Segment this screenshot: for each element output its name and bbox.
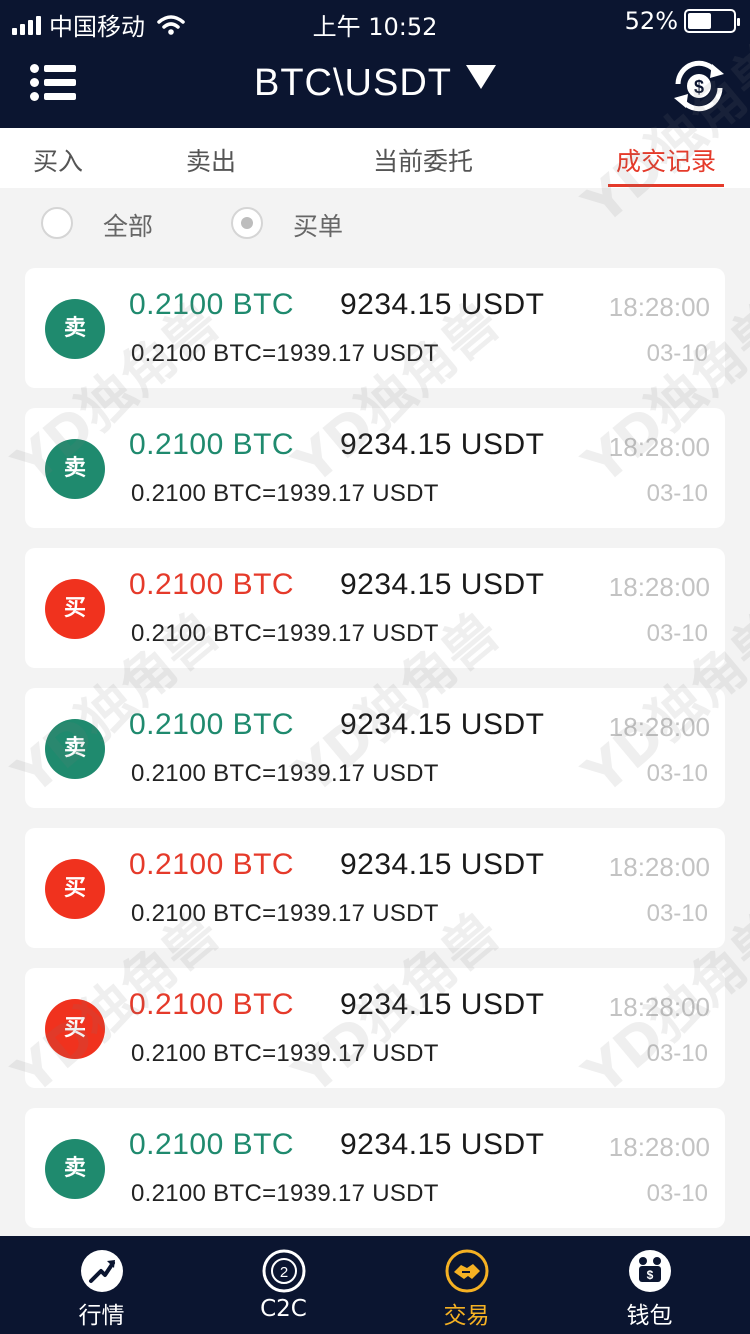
c2c-icon: 2 [262,1249,306,1293]
menu-icon[interactable] [30,63,78,104]
trade-date: 03-10 [646,760,708,787]
wifi-icon [157,14,185,35]
trade-price: 0.2100 BTC=1939.17 USDT [131,760,439,787]
side-badge: 卖 [45,719,105,779]
side-badge: 买 [45,859,105,919]
trade-date: 03-10 [646,1180,708,1207]
pair-selector[interactable]: BTC\USDT [0,62,750,105]
nav-trade-label: 交易 [443,1303,490,1329]
nav-wallet[interactable]: $ 钱包 [556,1236,743,1334]
handshake-icon [445,1249,489,1293]
trade-time: 18:28:00 [608,852,710,882]
trade-total: 9234.15 USDT [340,288,545,321]
filter-buy-radio[interactable] [231,207,263,239]
trade-card[interactable]: 买 0.2100 BTC 9234.15 USDT 18:28:00 0.2100 BT… [25,548,725,668]
side-badge: 卖 [45,1139,105,1199]
side-badge: 卖 [45,299,105,359]
trade-card[interactable]: 卖 0.2100 BTC 9234.15 USDT 18:28:00 0.2100 BT… [25,1108,725,1228]
tab-open-orders[interactable]: 当前委托 [373,147,474,176]
trade-time: 18:28:00 [608,432,710,462]
trade-card[interactable]: 卖 0.2100 BTC 9234.15 USDT 18:28:00 0.2100 BT… [25,268,725,388]
active-tab-indicator [608,184,724,187]
trade-total: 9234.15 USDT [340,848,545,881]
svg-text:2: 2 [280,1264,288,1281]
trade-amount: 0.2100 BTC [129,1128,295,1161]
wallet-icon: $ [629,1250,671,1292]
nav-c2c[interactable]: 2 C2C [190,1236,377,1334]
tab-trade-history[interactable]: 成交记录 [616,147,717,176]
trade-date: 03-10 [646,620,708,647]
status-bar: 中国移动 上午 10:52 52% [0,0,750,41]
trade-card[interactable]: 卖 0.2100 BTC 9234.15 USDT 18:28:00 0.2100 BT… [25,688,725,808]
side-badge: 卖 [45,439,105,499]
market-chart-icon [81,1250,123,1292]
caret-down-icon [466,65,496,89]
trade-amount: 0.2100 BTC [129,708,295,741]
signal-strength-icon [12,15,41,35]
trade-amount: 0.2100 BTC [129,568,295,601]
trade-date: 03-10 [646,480,708,507]
trade-price: 0.2100 BTC=1939.17 USDT [131,480,439,507]
trade-date: 03-10 [646,1040,708,1067]
trade-price: 0.2100 BTC=1939.17 USDT [131,900,439,927]
trade-total: 9234.15 USDT [340,568,545,601]
top-bar: 中国移动 上午 10:52 52% BTC\USDT [0,0,750,128]
tab-buy[interactable]: 买入 [33,147,84,176]
battery-percent: 52% [624,7,678,35]
status-time: 上午 10:52 [312,13,438,41]
trade-amount: 0.2100 BTC [129,988,295,1021]
nav-wallet-label: 钱包 [626,1303,673,1329]
trade-price: 0.2100 BTC=1939.17 USDT [131,1180,439,1207]
filter-all-radio[interactable] [41,207,73,239]
trade-amount: 0.2100 BTC [129,848,295,881]
header: BTC\USDT $ [0,40,750,128]
trade-price: 0.2100 BTC=1939.17 USDT [131,340,439,367]
nav-trade[interactable]: 交易 [373,1236,560,1334]
trade-date: 03-10 [646,900,708,927]
trade-time: 18:28:00 [608,1132,710,1162]
trade-date: 03-10 [646,340,708,367]
tab-sell[interactable]: 卖出 [186,147,237,176]
trade-total: 9234.15 USDT [340,708,545,741]
trade-total: 9234.15 USDT [340,428,545,461]
nav-c2c-label: C2C [260,1296,307,1322]
svg-text:$: $ [694,77,704,97]
trade-amount: 0.2100 BTC [129,288,295,321]
trade-price: 0.2100 BTC=1939.17 USDT [131,620,439,647]
filter-all-label[interactable]: 全部 [103,212,154,241]
nav-market-label: 行情 [78,1303,125,1329]
trade-price: 0.2100 BTC=1939.17 USDT [131,1040,439,1067]
trade-total: 9234.15 USDT [340,988,545,1021]
side-badge: 买 [45,999,105,1059]
tab-bar: 买入 卖出 当前委托 成交记录 [0,128,750,188]
trade-time: 18:28:00 [608,292,710,322]
trade-time: 18:28:00 [608,712,710,742]
nav-market[interactable]: 行情 [8,1236,195,1334]
battery-icon [684,9,740,33]
carrier-name: 中国移动 [49,13,145,41]
trade-time: 18:28:00 [608,572,710,602]
currency-exchange-icon[interactable]: $ [668,58,730,114]
trade-card[interactable]: 买 0.2100 BTC 9234.15 USDT 18:28:00 0.2100 BT… [25,968,725,1088]
trade-amount: 0.2100 BTC [129,428,295,461]
bottom-nav: 行情 2 C2C 交易 $ 钱包 [0,1236,750,1334]
trade-total: 9234.15 USDT [340,1128,545,1161]
filter-bar: 全部 买单 [0,188,750,258]
trade-card[interactable]: 买 0.2100 BTC 9234.15 USDT 18:28:00 0.2100 BT… [25,828,725,948]
pair-title: BTC\USDT [254,62,452,104]
filter-buy-label[interactable]: 买单 [293,212,344,241]
trade-time: 18:28:00 [608,992,710,1022]
side-badge: 买 [45,579,105,639]
trade-card[interactable]: 卖 0.2100 BTC 9234.15 USDT 18:28:00 0.2100 BT… [25,408,725,528]
svg-text:$: $ [647,1268,654,1282]
